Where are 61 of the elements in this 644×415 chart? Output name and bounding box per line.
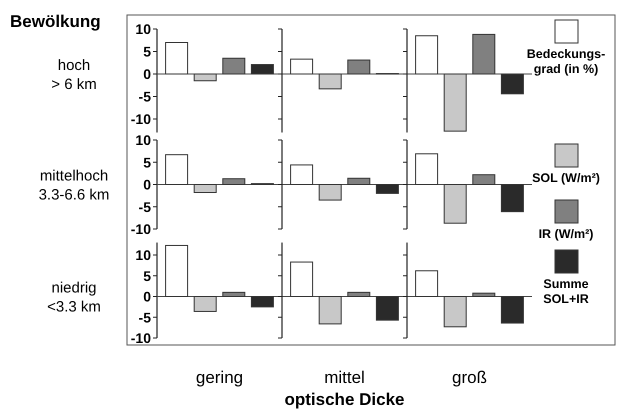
- y-tick-label: -10: [130, 111, 152, 127]
- y-tick-label: 0: [143, 176, 152, 192]
- y-tick-label: 10: [135, 21, 152, 37]
- bar: [318, 74, 342, 90]
- bar: [444, 296, 467, 328]
- y-tick-label: 5: [143, 44, 152, 60]
- bar: [472, 292, 496, 297]
- bar: [222, 292, 246, 297]
- bar: [290, 164, 314, 185]
- chart-title: Bewölkung: [10, 12, 101, 31]
- bar: [472, 34, 496, 74]
- bar: [415, 153, 438, 185]
- bar: [194, 296, 217, 312]
- y-tick-label: -5: [138, 309, 152, 326]
- x-axis-title: optische Dicke: [284, 390, 404, 409]
- bar: [222, 178, 246, 185]
- bar: [194, 184, 217, 194]
- bar: [347, 178, 370, 185]
- x-tick-label: gering: [196, 368, 244, 387]
- bar: [444, 74, 467, 132]
- bar: [222, 58, 246, 74]
- y-tick-label: 0: [143, 288, 152, 304]
- x-tick-label: groß: [452, 368, 487, 387]
- bar: [444, 184, 467, 224]
- y-axis-title: mittelhoch 3.3-6.6 km: [38, 168, 110, 204]
- y-tick-label: -10: [130, 330, 152, 346]
- legend-label: Bedeckungs- grad (in %): [526, 47, 606, 76]
- bar: [165, 244, 188, 297]
- legend-label: SOL (W/m²): [532, 171, 600, 185]
- y-tick-label: 10: [135, 247, 152, 263]
- bar: [318, 184, 342, 201]
- y-tick-label: 10: [135, 132, 152, 148]
- bar: [194, 74, 217, 82]
- y-tick-label: 5: [143, 268, 152, 284]
- y-axis-title: hoch > 6 km: [51, 57, 97, 93]
- bar: [376, 184, 399, 194]
- bar: [500, 296, 524, 324]
- bar: [347, 292, 370, 297]
- bar: [500, 184, 524, 212]
- y-tick-label: 0: [143, 66, 152, 82]
- bar: [165, 154, 188, 185]
- y-tick-label: -5: [138, 88, 152, 104]
- bar: [376, 296, 399, 321]
- bar: [415, 35, 438, 74]
- bar: [165, 42, 188, 74]
- bar: [318, 296, 342, 324]
- bar: [500, 74, 524, 94]
- y-tick-label: -5: [138, 198, 152, 215]
- bar: [347, 60, 370, 74]
- legend-label: IR (W/m²): [538, 227, 594, 241]
- y-tick-label: 5: [143, 154, 152, 170]
- y-axis-title: niedrig <3.3 km: [47, 280, 101, 316]
- bar: [250, 296, 274, 308]
- bar: [415, 270, 438, 297]
- y-tick-label: -10: [130, 221, 152, 237]
- legend-label: Summe SOL+IR: [543, 277, 589, 306]
- bar: [290, 262, 314, 297]
- x-tick-label: mittel: [324, 368, 365, 387]
- bar: [472, 174, 496, 185]
- bar: [250, 64, 274, 74]
- bar: [290, 58, 314, 74]
